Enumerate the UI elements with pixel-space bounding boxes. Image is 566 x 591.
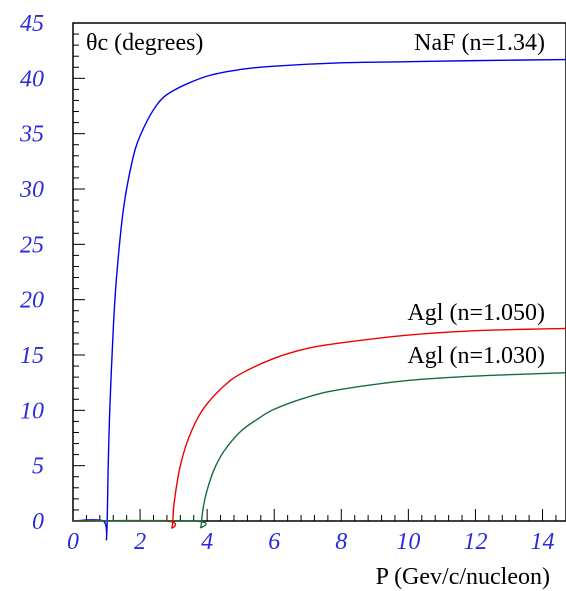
y-axis: 0 5 10 15 20 25 30 35 40 45	[19, 11, 85, 535]
series-label-naf: NaF (n=1.34)	[414, 30, 545, 56]
series-label-agl-1050: Agl (n=1.050)	[407, 300, 545, 326]
series-line-1	[72, 327, 566, 529]
series-label-agl-1030: Agl (n=1.030)	[407, 343, 545, 369]
y-tick-label: 5	[32, 454, 44, 480]
x-tick-label: 10	[396, 529, 420, 555]
x-tick-label: 0	[67, 529, 79, 555]
series-line-0	[72, 58, 566, 541]
x-tick-label: 12	[463, 529, 487, 555]
x-axis-title: P (Gev/c/nucleon)	[376, 564, 550, 590]
y-tick-label: 0	[32, 509, 44, 535]
y-tick-label: 15	[20, 343, 44, 369]
y-tick-label: 45	[20, 11, 44, 37]
y-tick-label: 30	[19, 177, 44, 203]
x-axis: 0 2 4 6 8 10 12 14	[67, 509, 557, 555]
x-tick-label: 6	[268, 529, 280, 555]
y-tick-label: 40	[20, 66, 44, 92]
series-line-2	[72, 372, 566, 529]
y-tick-label: 10	[20, 398, 44, 424]
y-axis-title: θc (degrees)	[86, 30, 203, 56]
y-tick-label: 20	[20, 288, 44, 314]
x-tick-label: 4	[201, 529, 213, 555]
x-tick-label: 14	[531, 529, 555, 555]
series-layer	[72, 58, 566, 541]
y-tick-label: 35	[19, 122, 44, 148]
x-tick-label: 8	[335, 529, 347, 555]
plot-frame	[72, 22, 566, 522]
y-tick-label: 25	[20, 232, 44, 258]
x-tick-label: 2	[134, 529, 146, 555]
